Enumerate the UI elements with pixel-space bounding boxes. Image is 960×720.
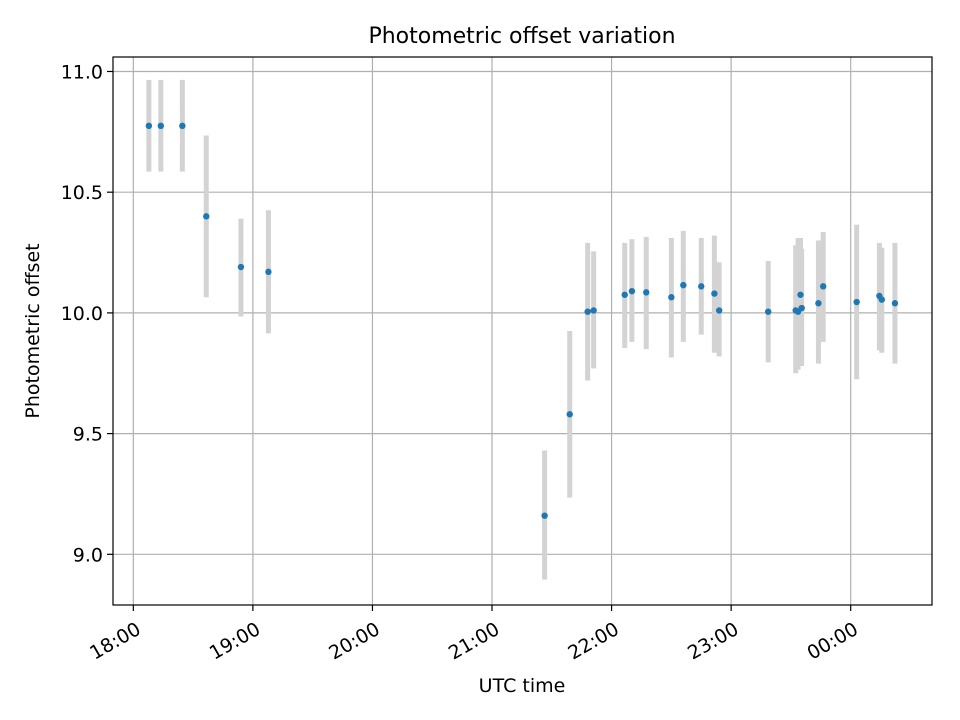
data-point xyxy=(584,308,591,315)
data-points xyxy=(145,122,899,519)
y-tick-label: 9.5 xyxy=(73,424,103,446)
data-point xyxy=(628,287,636,295)
y-tick-label: 11.0 xyxy=(61,61,103,83)
data-point xyxy=(643,289,650,296)
data-point xyxy=(878,296,885,303)
data-point xyxy=(891,300,899,307)
x-tick-label: 22:00 xyxy=(564,618,622,664)
data-point xyxy=(680,281,687,289)
x-tick-label: 20:00 xyxy=(325,618,383,664)
x-tick-label: 00:00 xyxy=(804,618,862,664)
data-point xyxy=(798,304,805,312)
data-point xyxy=(541,512,548,519)
grid-lines xyxy=(113,57,932,605)
y-axis-ticks: 9.0 9.5 10.0 10.5 11.0 xyxy=(61,61,113,566)
data-point xyxy=(668,294,675,301)
x-axis-label: UTC time xyxy=(479,675,566,697)
data-point xyxy=(815,300,822,307)
plot-area-frame xyxy=(112,56,933,606)
x-axis-ticks: 18:00 19:00 20:00 21:00 22:00 23:00 00:00 xyxy=(86,605,862,664)
data-point xyxy=(566,411,573,418)
data-point xyxy=(265,268,272,276)
y-axis-label: Photometric offset xyxy=(22,243,44,418)
data-point xyxy=(765,308,772,315)
data-point xyxy=(237,263,245,271)
data-point xyxy=(797,291,804,298)
chart-title: Photometric offset variation xyxy=(368,24,675,49)
data-point xyxy=(179,122,186,130)
data-point xyxy=(715,307,723,314)
y-tick-label: 10.0 xyxy=(61,303,103,325)
data-point xyxy=(590,307,597,314)
data-point xyxy=(621,291,628,298)
x-tick-label: 19:00 xyxy=(206,618,264,664)
data-point xyxy=(145,122,153,130)
y-tick-label: 9.0 xyxy=(73,544,103,566)
data-point xyxy=(819,283,827,290)
data-point xyxy=(698,283,705,290)
x-tick-label: 18:00 xyxy=(86,618,144,664)
data-point xyxy=(711,290,718,297)
y-tick-label: 10.5 xyxy=(61,182,103,204)
x-tick-label: 21:00 xyxy=(445,618,503,664)
data-point xyxy=(203,213,210,220)
data-point xyxy=(853,298,860,306)
error-bars xyxy=(146,79,898,580)
x-tick-label: 23:00 xyxy=(684,618,742,664)
data-point xyxy=(157,122,165,130)
